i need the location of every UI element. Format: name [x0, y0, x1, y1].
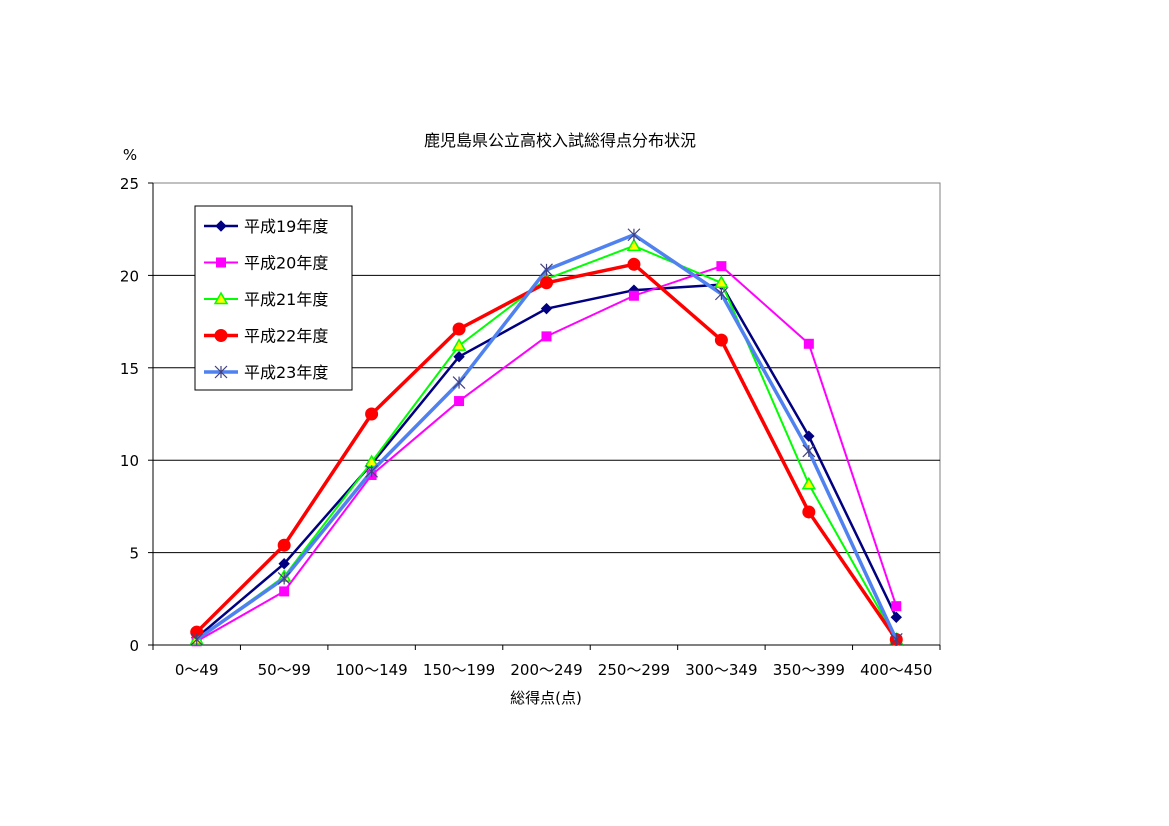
data-point [627, 257, 641, 271]
data-point [889, 633, 903, 646]
data-point [541, 331, 552, 342]
legend-entry: 平成19年度 [204, 217, 328, 236]
legend-entry: 平成21年度 [204, 290, 328, 309]
x-tick-label: 400〜450 [860, 661, 932, 679]
y-tick-label: 20 [120, 267, 139, 285]
data-point [278, 557, 290, 570]
series-5 [190, 228, 903, 646]
data-point [891, 601, 902, 612]
x-axis-ticks: 0〜49 50〜99 100〜149 150〜199 200〜249 250〜299 300… [152, 644, 941, 679]
legend-entry: 平成22年度 [204, 327, 328, 346]
legend-label: 平成19年度 [244, 217, 328, 236]
chart-title: 鹿児島県公立高校入試総得点分布状況 [424, 131, 696, 150]
x-tick-label: 50〜99 [258, 661, 311, 679]
data-point [714, 333, 728, 347]
data-point [540, 263, 553, 277]
x-axis-label: 総得点(点) [510, 689, 582, 707]
data-point [802, 444, 816, 458]
x-tick-label: 0〜49 [175, 661, 219, 679]
data-point [801, 476, 817, 490]
data-point [540, 276, 553, 290]
legend-marker [214, 365, 228, 379]
y-tick-label: 25 [120, 175, 139, 193]
data-point [803, 338, 814, 349]
x-tick-label: 250〜299 [598, 661, 670, 679]
data-point [628, 290, 639, 301]
legend-marker [216, 257, 226, 268]
legend-label: 平成23年度 [244, 363, 328, 382]
data-point [453, 351, 465, 363]
x-tick-label: 300〜349 [685, 661, 757, 679]
data-point [279, 586, 290, 597]
data-point [365, 464, 379, 478]
x-tick-label: 200〜249 [510, 661, 582, 679]
data-point [714, 275, 729, 289]
data-point [454, 396, 465, 407]
x-tick-label: 350〜399 [773, 661, 845, 679]
y-axis-ticks: 0 5 10 15 20 25 [120, 175, 154, 655]
x-tick-label: 100〜149 [335, 661, 407, 679]
legend-entry: 平成20年度 [204, 254, 328, 273]
data-point [714, 287, 728, 301]
legend-marker [213, 291, 229, 305]
data-point [626, 238, 642, 252]
x-tick-label: 150〜199 [423, 661, 495, 679]
legend-entry: 平成23年度 [204, 363, 328, 382]
y-tick-label: 15 [120, 360, 139, 378]
y-tick-label: 0 [129, 637, 139, 655]
legend-marker [215, 220, 227, 232]
legend-label: 平成20年度 [244, 254, 328, 273]
series-layer [189, 228, 904, 647]
legend-marker [214, 329, 228, 342]
data-point [803, 430, 815, 442]
data-point [451, 338, 467, 351]
data-point [802, 505, 816, 519]
series-4 [190, 257, 903, 646]
data-point [190, 633, 204, 646]
data-point [716, 261, 727, 272]
data-point [890, 611, 902, 623]
data-point [452, 322, 466, 336]
data-point [452, 376, 466, 390]
y-tick-label: 5 [129, 545, 139, 563]
y-axis-label: % [123, 146, 137, 164]
legend-label: 平成22年度 [244, 327, 328, 346]
data-point [540, 302, 553, 315]
data-point [277, 538, 291, 552]
data-point [365, 407, 379, 421]
y-tick-label: 10 [120, 452, 139, 470]
data-point [627, 228, 641, 242]
legend-label: 平成21年度 [244, 290, 328, 309]
data-point [277, 572, 291, 585]
